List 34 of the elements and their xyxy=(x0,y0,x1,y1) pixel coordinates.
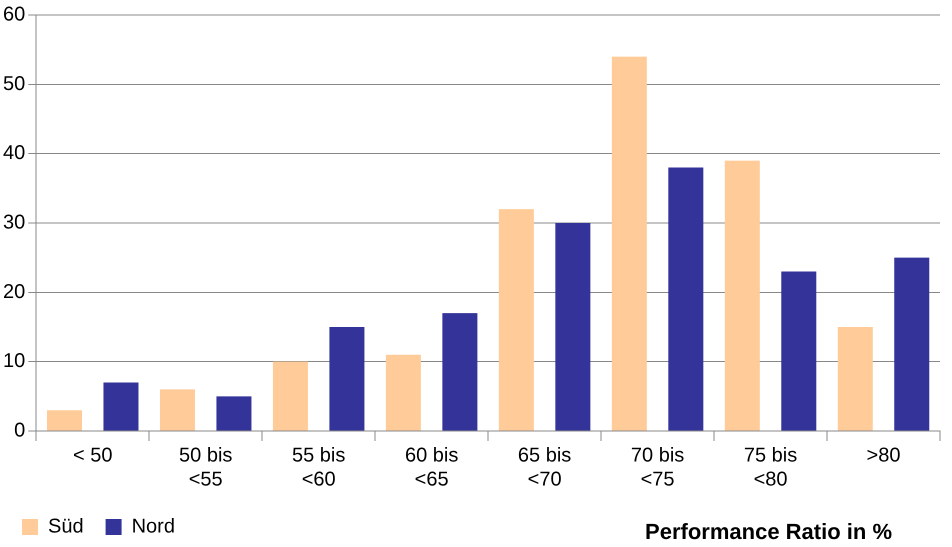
bar xyxy=(612,56,647,430)
bar xyxy=(838,327,873,430)
x-axis-title: Performance Ratio in % xyxy=(645,519,892,545)
x-tick-label: 50 bis <55 xyxy=(179,444,232,491)
x-tick-label: 65 bis <70 xyxy=(518,444,572,491)
y-tick-label: 40 xyxy=(2,142,26,164)
x-tick-label: 60 bis <65 xyxy=(404,444,458,491)
bar xyxy=(724,160,760,430)
bar xyxy=(555,223,590,430)
y-tick-label: 10 xyxy=(2,350,26,372)
x-tick-label: 70 bis <75 xyxy=(630,444,684,491)
bar xyxy=(498,209,534,430)
y-tick-label: 60 xyxy=(2,4,26,26)
bar xyxy=(272,362,308,430)
bar xyxy=(160,389,195,430)
bar xyxy=(894,258,930,430)
y-tick-label: 0 xyxy=(14,420,26,442)
bar xyxy=(216,396,252,430)
bar xyxy=(442,313,478,430)
x-tick-label: 75 bis <80 xyxy=(744,444,798,491)
legend-label: Nord xyxy=(132,516,175,538)
bar xyxy=(329,327,364,430)
x-tick-label: 55 bis <60 xyxy=(292,444,346,491)
y-tick-label: 50 xyxy=(2,72,26,95)
bar xyxy=(103,382,138,430)
legend-label: Süd xyxy=(48,516,84,538)
bar xyxy=(46,410,82,430)
x-tick-label: < 50 xyxy=(72,444,112,467)
y-tick-label: 30 xyxy=(2,212,26,234)
bar xyxy=(668,168,704,430)
bar xyxy=(386,354,421,430)
x-tick-label: >80 xyxy=(866,444,900,467)
y-tick-label: 20 xyxy=(2,280,26,303)
bar xyxy=(781,272,816,430)
